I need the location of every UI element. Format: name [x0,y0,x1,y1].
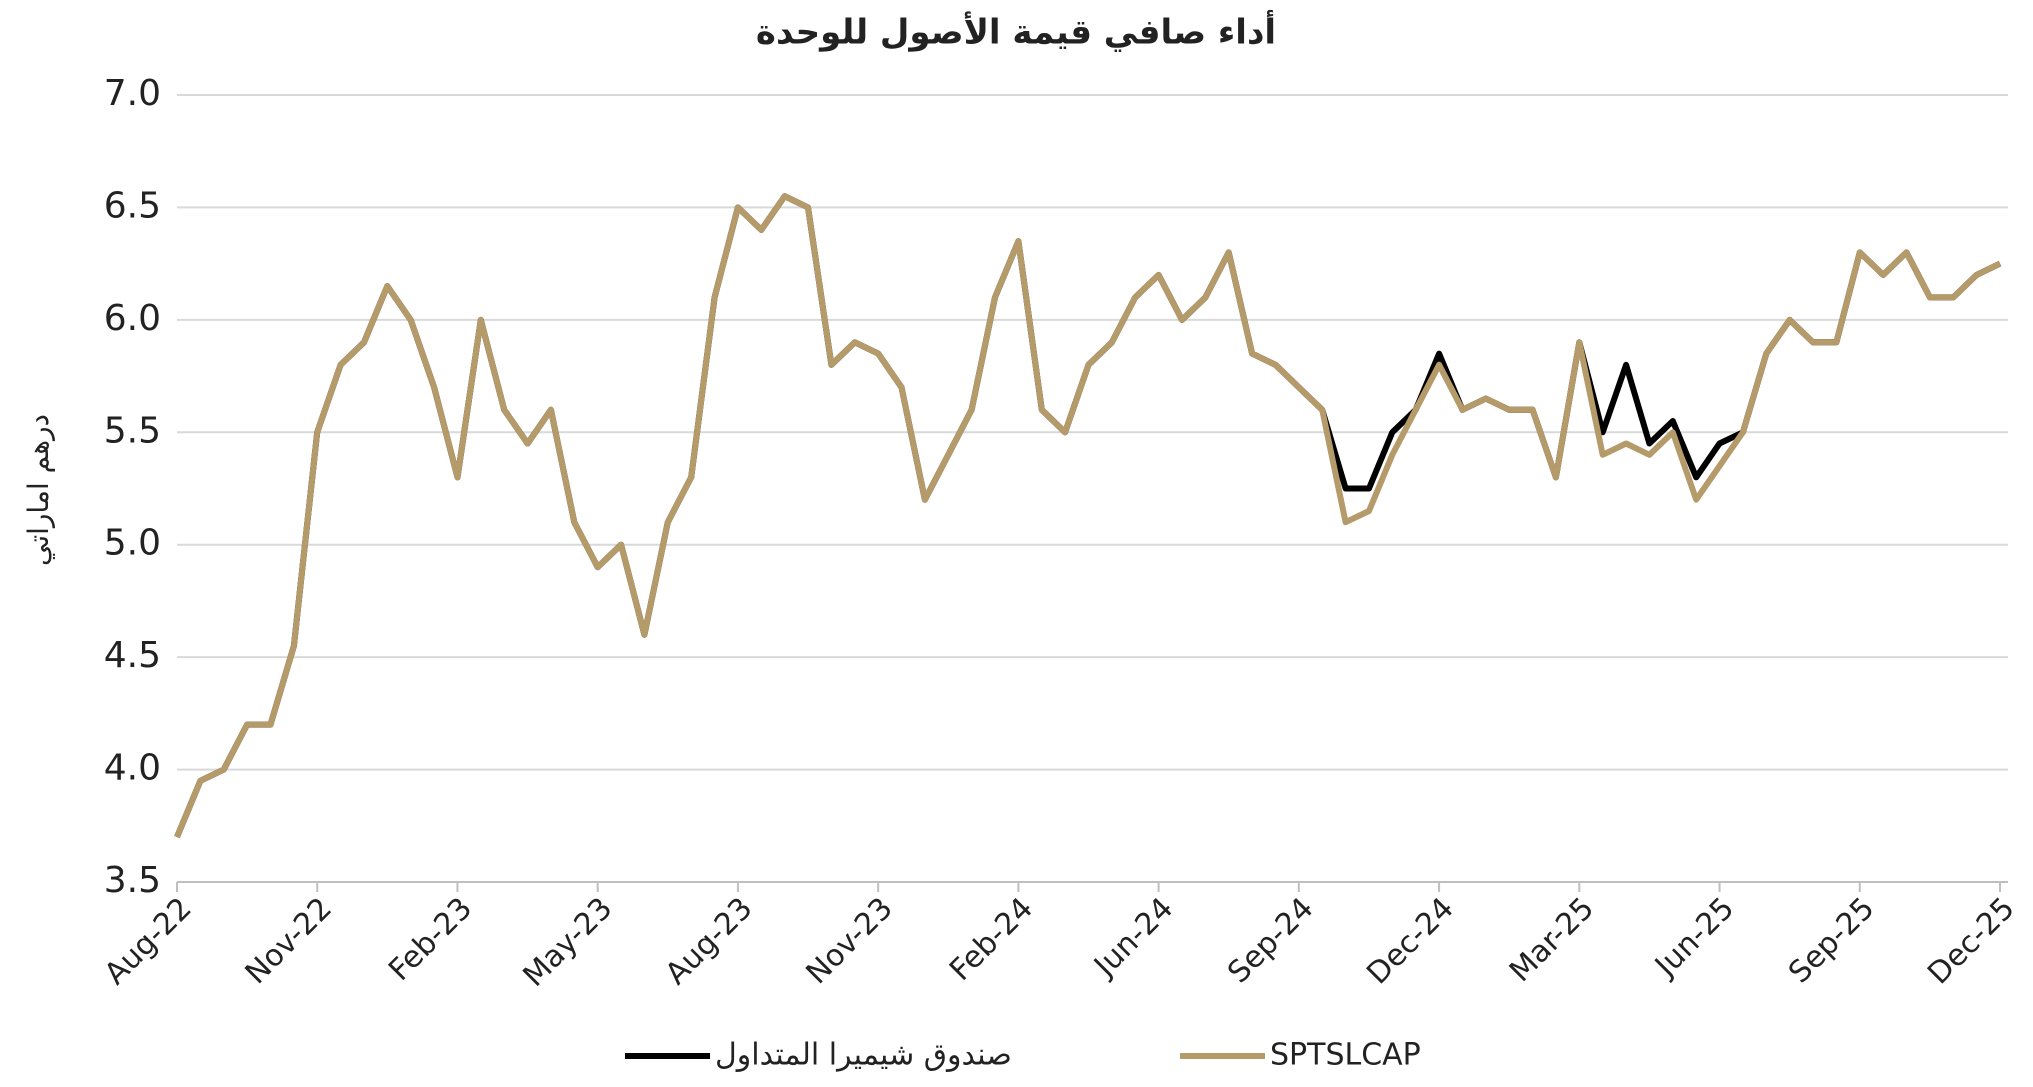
x-tick-label: Jun-24 [1086,891,1180,985]
y-tick-label: 4.0 [104,748,161,789]
legend-label: صندوق شيميرا المتداول [715,1038,1012,1073]
y-tick-label: 5.0 [104,523,161,564]
x-tick-label: Nov-23 [800,891,900,991]
x-tick-label: Dec-24 [1360,891,1460,991]
x-tick-label: Mar-25 [1503,891,1601,989]
y-tick-label: 5.5 [104,410,161,451]
x-tick-label: Feb-23 [382,891,479,988]
legend-label: SPTSLCAP [1270,1038,1421,1073]
x-tick-label: Sep-25 [1782,891,1881,990]
series-line [174,193,2002,839]
y-tick-label: 7.0 [104,73,161,114]
x-tick-label: Nov-22 [239,891,339,991]
x-tick-label: Feb-24 [943,891,1040,988]
y-tick-label: 6.0 [104,298,161,339]
x-tick-label: May-23 [516,891,619,994]
y-tick-label: 3.5 [104,860,161,901]
y-tick-label: 4.5 [104,635,161,676]
x-tick-label: Aug-23 [659,891,760,992]
x-tick-label: Dec-25 [1921,891,2021,991]
y-axis-label: درهم اماراتي [22,414,55,566]
x-tick-label: Aug-22 [98,891,199,992]
chart-title: أداء صافي قيمة الأصول للوحدة [756,10,1276,53]
x-tick-label: Jun-25 [1647,891,1741,985]
series-line [174,193,2002,839]
x-tick-label: Sep-24 [1221,891,1320,990]
y-tick-label: 6.5 [104,185,161,226]
